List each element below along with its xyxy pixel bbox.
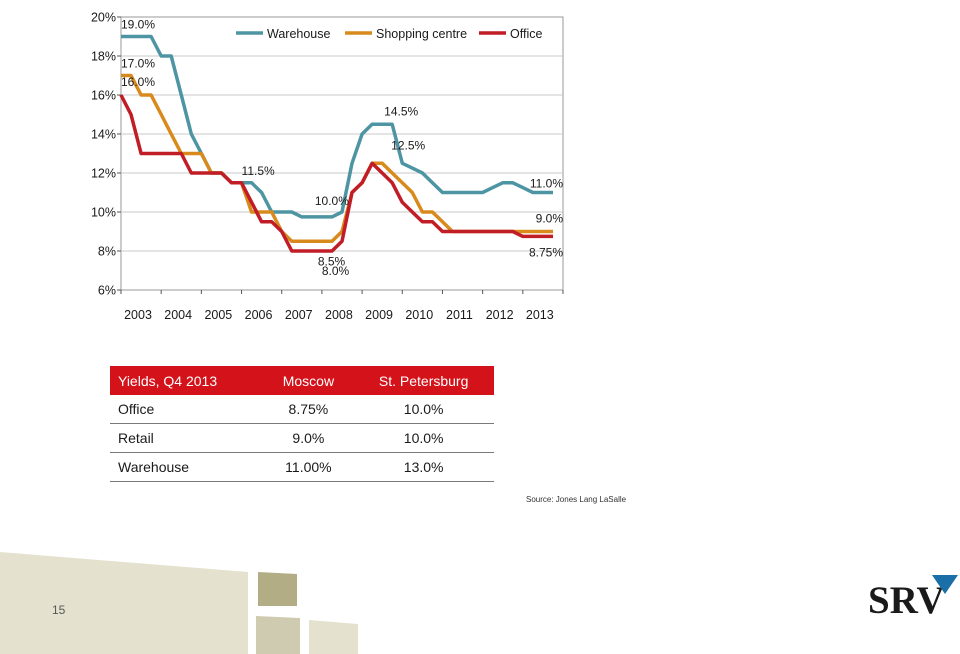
logo-text: SRV <box>868 579 945 616</box>
table-cell: 10.0% <box>353 395 494 424</box>
series-line-shopping-centre <box>121 73 553 244</box>
series-line-warehouse <box>121 34 553 219</box>
data-label: 11.5% <box>242 164 275 178</box>
y-tick-label: 10% <box>91 206 116 220</box>
data-label: 8.75% <box>529 245 563 259</box>
data-label: 14.5% <box>384 104 418 118</box>
table-header-row: Yields, Q4 2013 Moscow St. Petersburg <box>110 366 494 395</box>
x-tick-label: 2005 <box>204 308 232 322</box>
data-label: 19.0% <box>121 18 155 32</box>
footer-block-shape <box>256 616 300 654</box>
chart-legend: Warehouse Shopping centre Office <box>236 27 542 41</box>
table-header-cell: Moscow <box>263 366 354 395</box>
legend-label: Shopping centre <box>376 27 467 41</box>
x-tick-label: 2007 <box>285 308 313 322</box>
chart-grid <box>120 16 564 291</box>
data-label: 9.0% <box>536 212 564 226</box>
table-row: Office 8.75% 10.0% <box>110 395 494 424</box>
x-tick-label: 2011 <box>446 308 473 322</box>
y-tick-label: 20% <box>91 11 116 25</box>
x-tick-label: 2006 <box>245 308 273 322</box>
y-tick-label: 12% <box>91 167 116 181</box>
logo-triangle-icon <box>932 575 958 594</box>
table-header-cell: Yields, Q4 2013 <box>110 366 264 395</box>
data-label: 11.0% <box>530 177 563 191</box>
table-row: Warehouse 11.00% 13.0% <box>110 452 494 482</box>
table-header-cell: St. Petersburg <box>353 366 494 395</box>
x-tick-label: 2003 <box>124 308 152 322</box>
y-tick-label: 16% <box>91 89 116 103</box>
footer-band-shape <box>0 552 248 654</box>
yield-line-chart: 6%8%10%12%14%16%18%20% 2003 2004 2005 2006 2… <box>91 11 564 322</box>
table-row: Retail 9.0% 10.0% <box>110 423 494 453</box>
source-note: Source: Jones Lang LaSalle <box>526 495 627 504</box>
footer-block-shape <box>258 572 297 606</box>
table-cell: 8.75% <box>263 395 354 424</box>
chart-series <box>119 34 553 253</box>
table-cell: 11.00% <box>263 452 354 482</box>
y-tick-label: 14% <box>91 128 116 142</box>
data-label: 10.0% <box>315 194 349 208</box>
x-tick-label: 2004 <box>164 308 192 322</box>
legend-label: Office <box>510 27 542 41</box>
plot-border <box>120 16 564 291</box>
footer-block-shape <box>309 620 358 654</box>
x-tick-label: 2010 <box>405 308 433 322</box>
table-cell: Retail <box>110 423 264 453</box>
y-tick-label: 18% <box>91 50 116 64</box>
table-cell: 10.0% <box>353 423 494 453</box>
data-label: 8.0% <box>322 264 350 278</box>
data-label: 16.0% <box>121 75 155 89</box>
table-cell: Warehouse <box>110 452 264 482</box>
page-number: 15 <box>52 603 66 617</box>
srv-logo: SRV <box>868 575 958 616</box>
x-tick-label: 2013 <box>526 308 554 322</box>
legend-label: Warehouse <box>267 27 331 41</box>
y-axis: 6% 8% 10% 12% 14% 16% 18% 20% <box>91 11 121 298</box>
x-tick-label: 2008 <box>325 308 353 322</box>
y-tick-label: 8% <box>98 245 116 259</box>
data-label: 8.5% <box>318 254 346 268</box>
series-line-office <box>119 94 553 253</box>
table-cell: 13.0% <box>353 452 494 482</box>
y-tick-label: 6% <box>98 284 116 298</box>
x-tick-label: 2012 <box>486 308 514 322</box>
data-label: 17.0% <box>121 57 155 71</box>
table-cell: Office <box>110 395 264 424</box>
footer-decoration <box>0 552 358 654</box>
x-axis: 2003 2004 2005 2006 2007 2008 2009 2010 2011 2012… <box>120 290 564 322</box>
x-tick-label: 2009 <box>365 308 393 322</box>
yields-table: Yields, Q4 2013 Moscow St. Petersburg Of… <box>110 366 494 482</box>
chart-annotations: 19.0% 17.0% 16.0% 11.5% 10.0% 8.5%8.0% 14.5% 12… <box>121 18 563 279</box>
table-cell: 9.0% <box>263 423 354 453</box>
data-label: 12.5% <box>391 138 425 152</box>
